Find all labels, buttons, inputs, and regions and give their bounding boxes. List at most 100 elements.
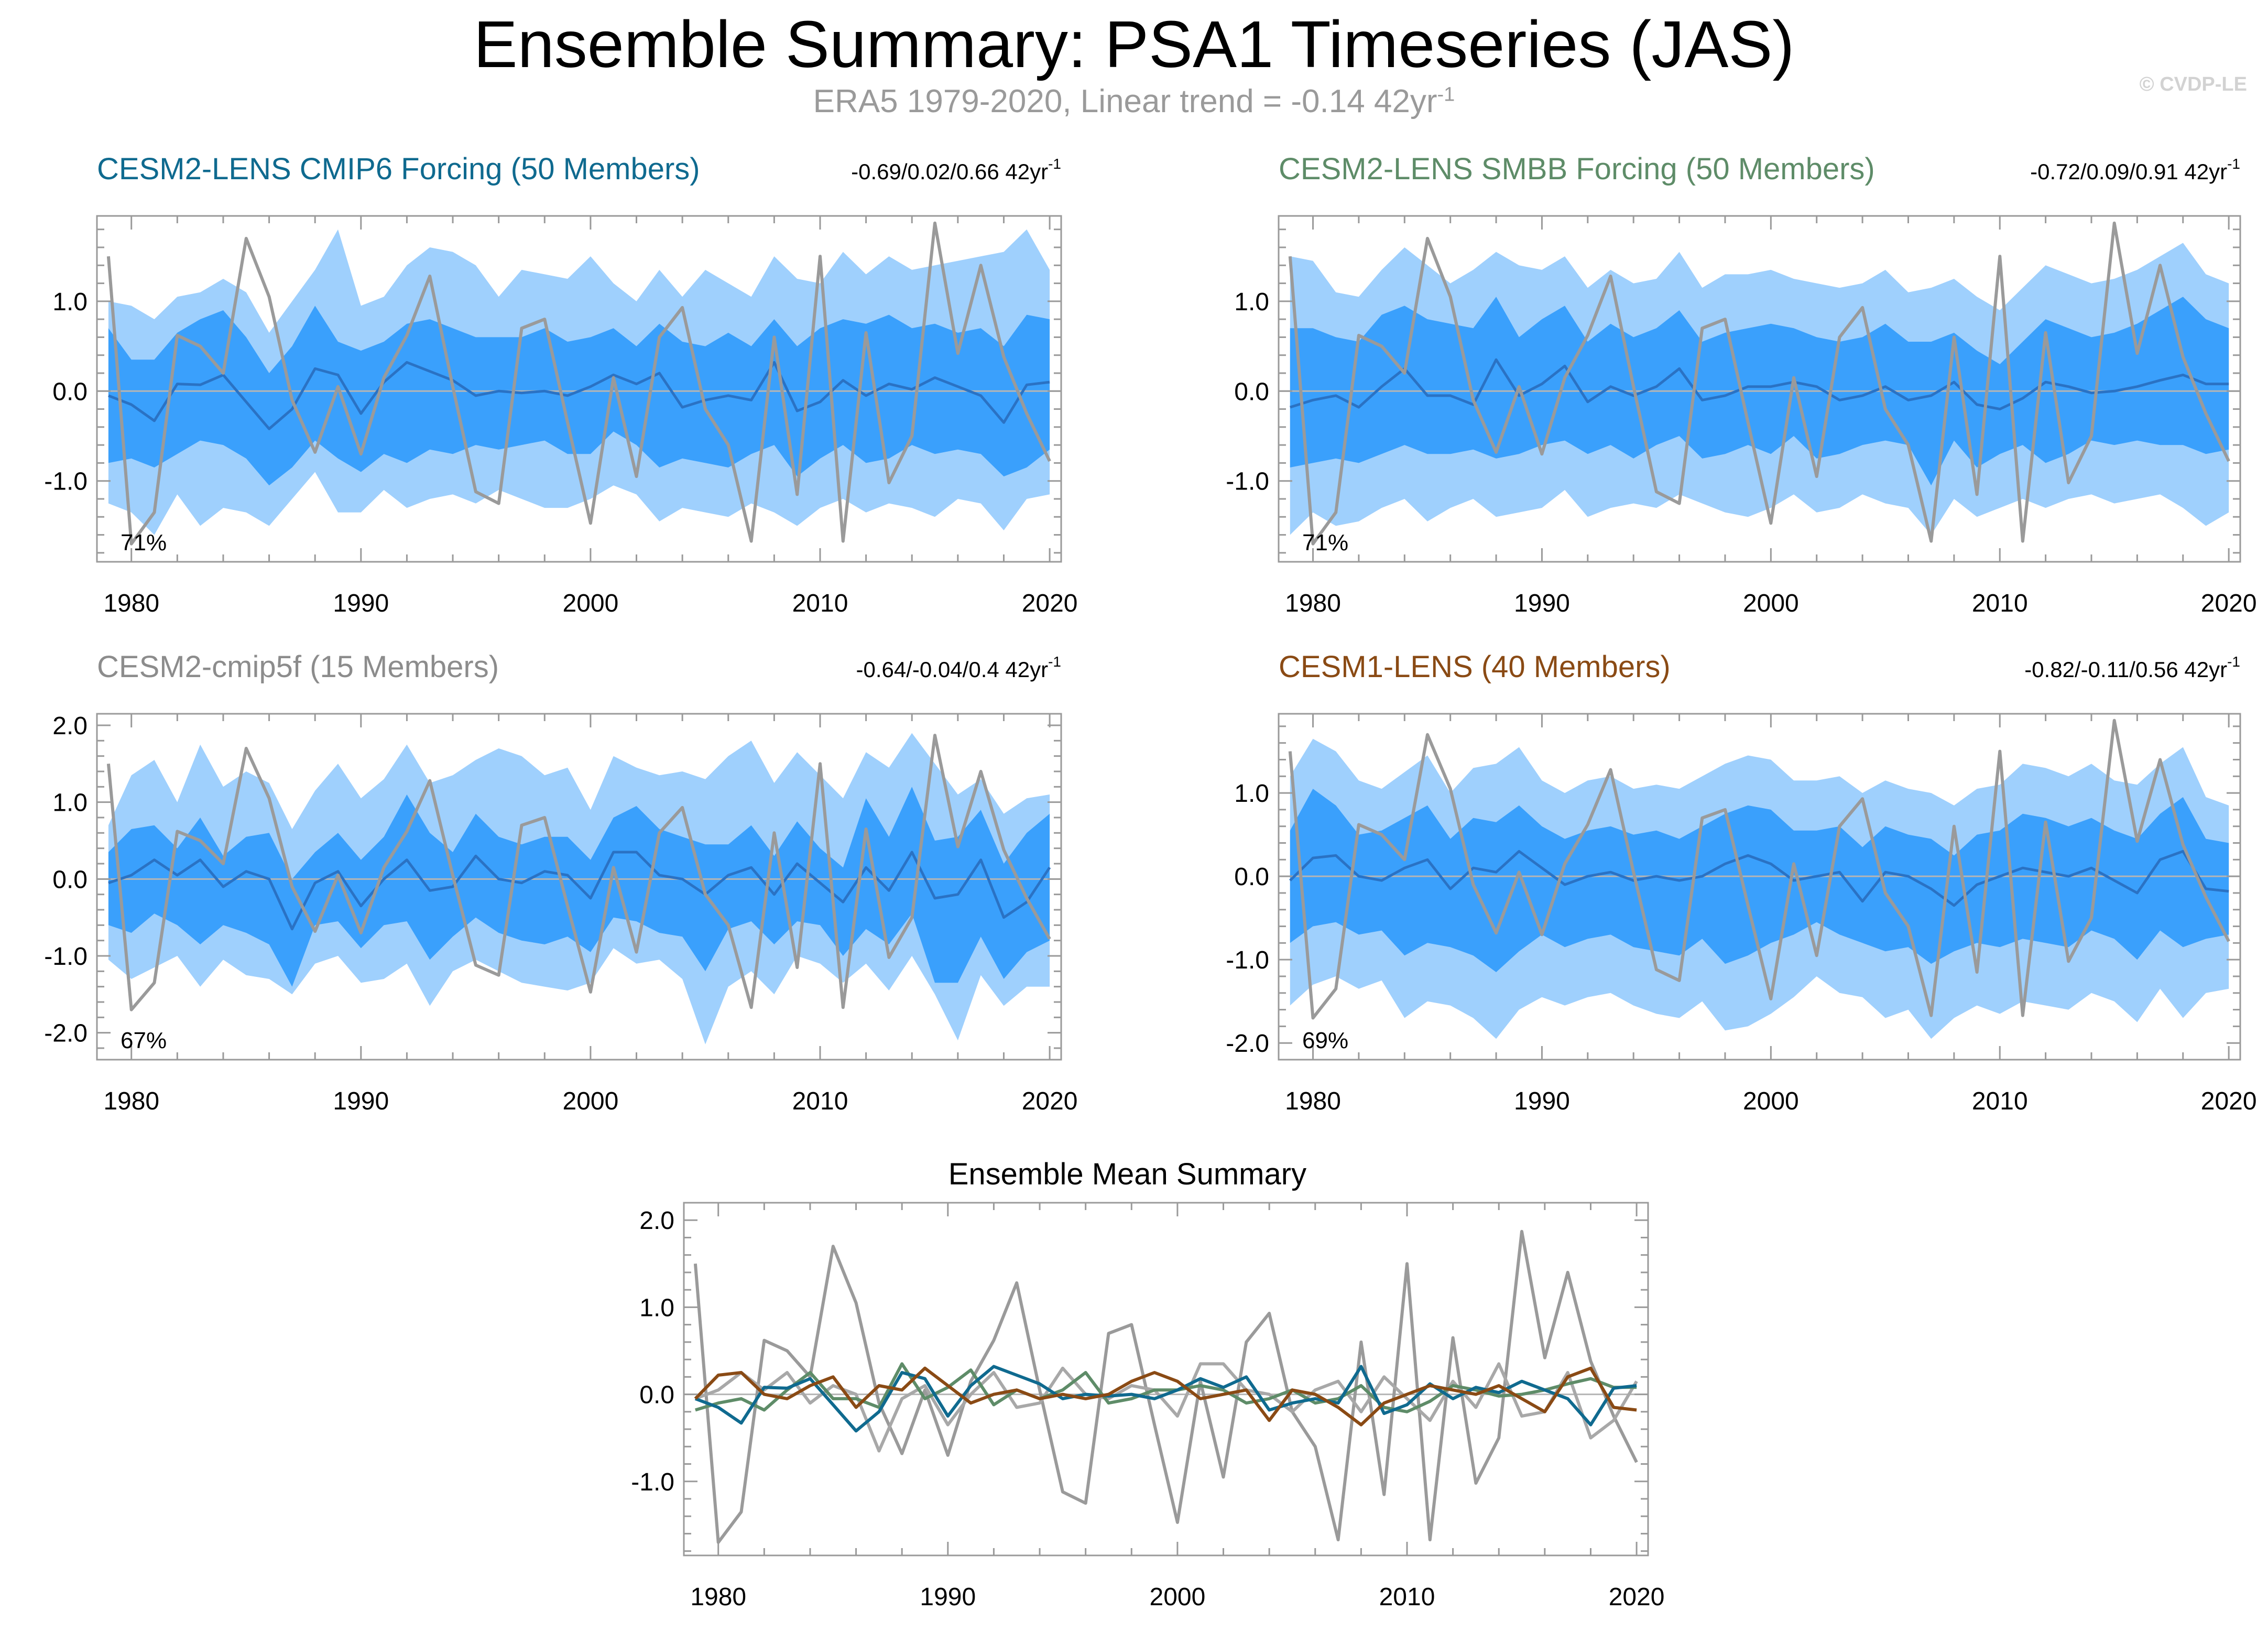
x-tick-label: 2000 <box>1150 1583 1206 1611</box>
ensemble-mean-line <box>1290 358 2229 411</box>
trend-superscript: -1 <box>1048 654 1061 670</box>
panel-title: CESM2-cmip5f (15 Members) <box>97 650 499 684</box>
trend-superscript: -1 <box>2227 654 2240 670</box>
panel-frame <box>1278 713 2241 1061</box>
x-tick-label: 2000 <box>563 1087 619 1115</box>
panel-0: -1.0 0.0 1.0 1980 1990 2000 2010 2020 CESM2-LENS… <box>44 152 1077 617</box>
x-tick-label: 1980 <box>690 1583 746 1611</box>
y-tick-label: 0.0 <box>1234 863 1269 891</box>
y-tick-label: -1.0 <box>44 943 88 971</box>
panel-4: -1.0 0.0 1.0 2.0 1980 1990 2000 2010 2020 Ensembl… <box>631 1157 1664 1611</box>
x-tick-label: 1990 <box>1514 1087 1570 1115</box>
y-tick-label: 1.0 <box>639 1294 674 1322</box>
panel-title: Ensemble Mean Summary <box>948 1157 1306 1191</box>
observed-line <box>106 221 1051 546</box>
panel-3: -2.0 -1.0 0.0 1.0 1980 1990 2000 2010 2020 CESM1-… <box>1226 650 2256 1115</box>
x-tick-label: 1990 <box>333 1087 389 1115</box>
observed-line <box>1288 221 2230 546</box>
x-tick-label: 2010 <box>1379 1583 1435 1611</box>
ensemble-mean-line <box>1289 850 2229 907</box>
subtitle-superscript: -1 <box>1437 83 1455 106</box>
trend-value: -0.82/-0.11/0.56 42yr <box>2024 657 2227 682</box>
panel-title: CESM2-LENS SMBB Forcing (50 Members) <box>1279 152 1875 186</box>
x-tick-label: 2000 <box>563 590 619 617</box>
summary-line-2 <box>694 1362 1638 1453</box>
panel-1: -1.0 0.0 1.0 1980 1990 2000 2010 2020 CESM2-LENS… <box>1226 152 2256 617</box>
x-tick-label: 1980 <box>1285 590 1341 617</box>
x-tick-label: 2010 <box>1972 1087 2028 1115</box>
summary-line-0 <box>694 1365 1637 1433</box>
plot-area <box>97 733 1061 1044</box>
x-tick-label: 2010 <box>792 590 848 617</box>
x-tick-label: 2020 <box>2201 1087 2257 1115</box>
trend-value: -0.69/0.02/0.66 42yr <box>851 159 1048 184</box>
observed-line <box>106 734 1051 1011</box>
plot-area <box>97 221 1061 546</box>
x-tick-label: 1980 <box>103 1087 159 1115</box>
panel-trend-text: -0.64/-0.04/0.4 42yr-1 <box>856 654 1061 682</box>
y-tick-label: 2.0 <box>52 712 88 740</box>
y-tick-label: -1.0 <box>1226 946 1269 974</box>
observed-line <box>1288 718 2230 1020</box>
ensemble-mean-line <box>107 361 1050 430</box>
plot-area <box>684 1229 1648 1544</box>
x-tick-label: 2010 <box>1972 590 2028 617</box>
y-tick-label: -2.0 <box>1226 1030 1269 1058</box>
subtitle-text: ERA5 1979-2020, Linear trend = -0.14 42y… <box>813 83 1437 119</box>
x-tick-label: 1990 <box>920 1583 976 1611</box>
y-tick-label: 0.0 <box>52 378 88 406</box>
x-tick-label: 1980 <box>1285 1087 1341 1115</box>
observed-line <box>693 1229 1638 1544</box>
ensemble-mean-line <box>108 851 1051 931</box>
panel-frame <box>96 713 1062 1061</box>
panel-title: CESM2-LENS CMIP6 Forcing (50 Members) <box>97 152 700 186</box>
credit-watermark: © CVDP-LE <box>2139 73 2247 95</box>
y-tick-label: -1.0 <box>631 1468 674 1496</box>
panel-title: CESM1-LENS (40 Members) <box>1279 650 1671 684</box>
percent-label: 67% <box>121 1028 167 1053</box>
panel-trend-text: -0.69/0.02/0.66 42yr-1 <box>851 156 1061 184</box>
x-tick-label: 2020 <box>2201 590 2257 617</box>
y-tick-label: 2.0 <box>639 1207 674 1235</box>
trend-superscript: -1 <box>1048 156 1061 172</box>
panel-2: -2.0 -1.0 0.0 1.0 2.0 1980 1990 2000 2010 2020 CES… <box>44 650 1077 1115</box>
x-tick-label: 2020 <box>1609 1583 1665 1611</box>
y-tick-label: 1.0 <box>52 288 88 316</box>
y-tick-label: 0.0 <box>639 1381 674 1409</box>
x-tick-label: 2010 <box>792 1087 848 1115</box>
percent-label: 69% <box>1302 1028 1348 1053</box>
y-tick-label: 0.0 <box>1234 378 1269 406</box>
y-tick-label: -2.0 <box>44 1020 88 1048</box>
y-tick-label: -1.0 <box>44 468 88 496</box>
trend-value: -0.72/0.09/0.91 42yr <box>2030 159 2227 184</box>
panel-frame <box>683 1202 1649 1556</box>
spread-band-inner <box>108 306 1050 486</box>
panel-trend-text: -0.82/-0.11/0.56 42yr-1 <box>2024 654 2240 682</box>
y-tick-label: -1.0 <box>1226 468 1269 496</box>
y-tick-label: 1.0 <box>52 789 88 817</box>
panel-frame <box>1278 215 2241 563</box>
spread-band-inner <box>1290 789 2229 972</box>
trend-superscript: -1 <box>2227 156 2240 172</box>
x-tick-label: 2020 <box>1022 1087 1078 1115</box>
summary-line-1 <box>695 1362 1637 1413</box>
percent-label: 71% <box>121 530 167 556</box>
x-tick-label: 1990 <box>333 590 389 617</box>
x-tick-label: 1980 <box>103 590 159 617</box>
summary-line-3 <box>694 1366 1637 1427</box>
trend-value: -0.64/-0.04/0.4 42yr <box>856 657 1049 682</box>
y-tick-label: 1.0 <box>1234 780 1269 808</box>
panel-frame <box>96 215 1062 563</box>
percent-label: 71% <box>1302 530 1348 556</box>
x-tick-label: 2000 <box>1743 590 1799 617</box>
x-tick-label: 2000 <box>1743 1087 1799 1115</box>
x-tick-label: 2020 <box>1022 590 1078 617</box>
plot-area <box>1279 221 2240 546</box>
plot-area <box>1279 718 2240 1039</box>
figure-subtitle: ERA5 1979-2020, Linear trend = -0.14 42y… <box>0 83 2268 120</box>
panel-trend-text: -0.72/0.09/0.91 42yr-1 <box>2030 156 2240 184</box>
y-tick-label: 0.0 <box>52 866 88 894</box>
y-tick-label: 1.0 <box>1234 288 1269 316</box>
x-tick-label: 1990 <box>1514 590 1570 617</box>
